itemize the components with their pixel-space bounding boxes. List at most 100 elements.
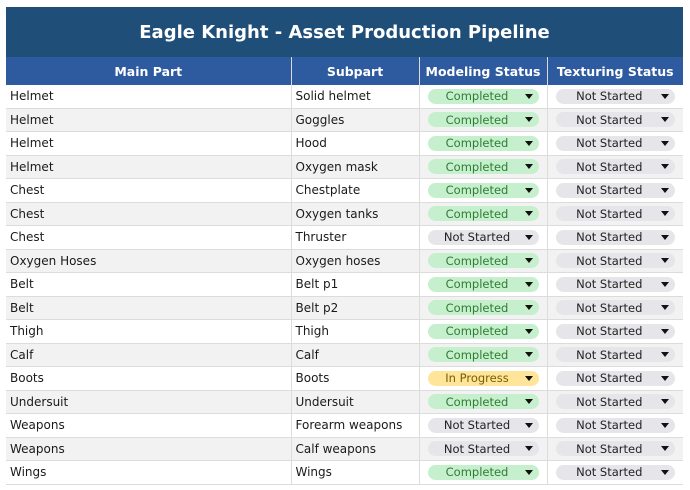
cell-subpart[interactable]: Forearm weapons <box>291 413 420 438</box>
chevron-down-icon[interactable] <box>524 352 533 358</box>
chevron-down-icon[interactable] <box>524 281 533 287</box>
texturing-status-dropdown[interactable]: Not Started <box>555 182 675 198</box>
texturing-status-dropdown[interactable]: Not Started <box>555 112 675 128</box>
chevron-down-icon[interactable] <box>524 211 533 217</box>
header-main-part[interactable]: Main Part <box>6 57 292 85</box>
chevron-down-icon[interactable] <box>661 305 669 311</box>
cell-subpart[interactable]: Oxygen hoses <box>291 249 420 273</box>
chevron-down-icon[interactable] <box>524 93 533 99</box>
modeling-status-dropdown[interactable]: Completed <box>427 323 539 339</box>
cell-main-part[interactable]: Helmet <box>6 85 292 109</box>
texturing-status-dropdown[interactable]: Not Started <box>555 394 675 410</box>
chevron-down-icon[interactable] <box>524 258 533 264</box>
cell-main-part[interactable]: Thigh <box>6 319 292 344</box>
chevron-down-icon[interactable] <box>524 375 533 381</box>
chevron-down-icon[interactable] <box>524 164 533 170</box>
modeling-status-dropdown[interactable]: In Progress <box>427 370 539 386</box>
chevron-down-icon[interactable] <box>661 422 669 428</box>
cell-main-part[interactable]: Helmet <box>6 131 292 156</box>
texturing-status-dropdown[interactable]: Not Started <box>555 206 675 222</box>
cell-main-part[interactable]: Boots <box>6 366 292 391</box>
texturing-status-dropdown[interactable]: Not Started <box>555 347 675 363</box>
texturing-status-dropdown[interactable]: Not Started <box>555 159 675 175</box>
texturing-status-dropdown[interactable]: Not Started <box>555 323 675 339</box>
chevron-down-icon[interactable] <box>661 258 669 264</box>
cell-subpart[interactable]: Goggles <box>291 108 420 132</box>
texturing-status-dropdown[interactable]: Not Started <box>555 417 675 433</box>
cell-subpart[interactable]: Hood <box>291 131 420 156</box>
cell-main-part[interactable]: Undersuit <box>6 390 292 414</box>
chevron-down-icon[interactable] <box>661 187 669 193</box>
modeling-status-dropdown[interactable]: Completed <box>427 206 539 222</box>
chevron-down-icon[interactable] <box>661 211 669 217</box>
cell-subpart[interactable]: Thigh <box>291 319 420 344</box>
cell-subpart[interactable]: Chestplate <box>291 178 420 203</box>
cell-main-part[interactable]: Wings <box>6 460 292 485</box>
header-texturing-status[interactable]: Texturing Status <box>547 57 683 85</box>
cell-subpart[interactable]: Belt p1 <box>291 272 420 297</box>
header-subpart[interactable]: Subpart <box>291 57 420 85</box>
chevron-down-icon[interactable] <box>524 117 533 123</box>
cell-subpart[interactable]: Thruster <box>291 225 420 250</box>
chevron-down-icon[interactable] <box>661 375 669 381</box>
modeling-status-dropdown[interactable]: Completed <box>427 112 539 128</box>
cell-subpart[interactable]: Oxygen mask <box>291 155 420 179</box>
modeling-status-dropdown[interactable]: Not Started <box>427 441 539 457</box>
cell-subpart[interactable]: Oxygen tanks <box>291 202 420 226</box>
cell-main-part[interactable]: Belt <box>6 272 292 297</box>
cell-main-part[interactable]: Weapons <box>6 413 292 438</box>
chevron-down-icon[interactable] <box>524 469 533 475</box>
chevron-down-icon[interactable] <box>524 140 533 146</box>
cell-main-part[interactable]: Chest <box>6 225 292 250</box>
texturing-status-dropdown[interactable]: Not Started <box>555 441 675 457</box>
chevron-down-icon[interactable] <box>524 328 533 334</box>
chevron-down-icon[interactable] <box>661 446 669 452</box>
modeling-status-dropdown[interactable]: Completed <box>427 276 539 292</box>
texturing-status-dropdown[interactable]: Not Started <box>555 229 675 245</box>
modeling-status-dropdown[interactable]: Completed <box>427 347 539 363</box>
chevron-down-icon[interactable] <box>524 399 533 405</box>
cell-main-part[interactable]: Helmet <box>6 155 292 179</box>
cell-main-part[interactable]: Oxygen Hoses <box>6 249 292 273</box>
cell-main-part[interactable]: Chest <box>6 202 292 226</box>
cell-main-part[interactable]: Calf <box>6 343 292 367</box>
cell-subpart[interactable]: Calf <box>291 343 420 367</box>
modeling-status-dropdown[interactable]: Completed <box>427 135 539 151</box>
modeling-status-dropdown[interactable]: Completed <box>427 88 539 104</box>
texturing-status-dropdown[interactable]: Not Started <box>555 370 675 386</box>
modeling-status-dropdown[interactable]: Completed <box>427 394 539 410</box>
cell-subpart[interactable]: Wings <box>291 460 420 485</box>
modeling-status-dropdown[interactable]: Completed <box>427 182 539 198</box>
chevron-down-icon[interactable] <box>661 164 669 170</box>
chevron-down-icon[interactable] <box>661 93 669 99</box>
cell-subpart[interactable]: Boots <box>291 366 420 391</box>
chevron-down-icon[interactable] <box>661 117 669 123</box>
cell-main-part[interactable]: Weapons <box>6 437 292 461</box>
cell-subpart[interactable]: Solid helmet <box>291 85 420 109</box>
modeling-status-dropdown[interactable]: Completed <box>427 300 539 316</box>
cell-main-part[interactable]: Chest <box>6 178 292 203</box>
chevron-down-icon[interactable] <box>661 469 669 475</box>
chevron-down-icon[interactable] <box>524 446 533 452</box>
texturing-status-dropdown[interactable]: Not Started <box>555 300 675 316</box>
texturing-status-dropdown[interactable]: Not Started <box>555 464 675 480</box>
texturing-status-dropdown[interactable]: Not Started <box>555 253 675 269</box>
chevron-down-icon[interactable] <box>661 352 669 358</box>
modeling-status-dropdown[interactable]: Completed <box>427 464 539 480</box>
header-modeling-status[interactable]: Modeling Status <box>419 57 548 85</box>
cell-main-part[interactable]: Belt <box>6 296 292 320</box>
cell-subpart[interactable]: Calf weapons <box>291 437 420 461</box>
texturing-status-dropdown[interactable]: Not Started <box>555 88 675 104</box>
modeling-status-dropdown[interactable]: Not Started <box>427 417 539 433</box>
chevron-down-icon[interactable] <box>661 399 669 405</box>
chevron-down-icon[interactable] <box>524 305 533 311</box>
chevron-down-icon[interactable] <box>524 422 533 428</box>
chevron-down-icon[interactable] <box>524 187 533 193</box>
modeling-status-dropdown[interactable]: Not Started <box>427 229 539 245</box>
chevron-down-icon[interactable] <box>661 281 669 287</box>
chevron-down-icon[interactable] <box>524 234 533 240</box>
cell-subpart[interactable]: Undersuit <box>291 390 420 414</box>
cell-main-part[interactable]: Helmet <box>6 108 292 132</box>
cell-subpart[interactable]: Belt p2 <box>291 296 420 320</box>
chevron-down-icon[interactable] <box>661 234 669 240</box>
